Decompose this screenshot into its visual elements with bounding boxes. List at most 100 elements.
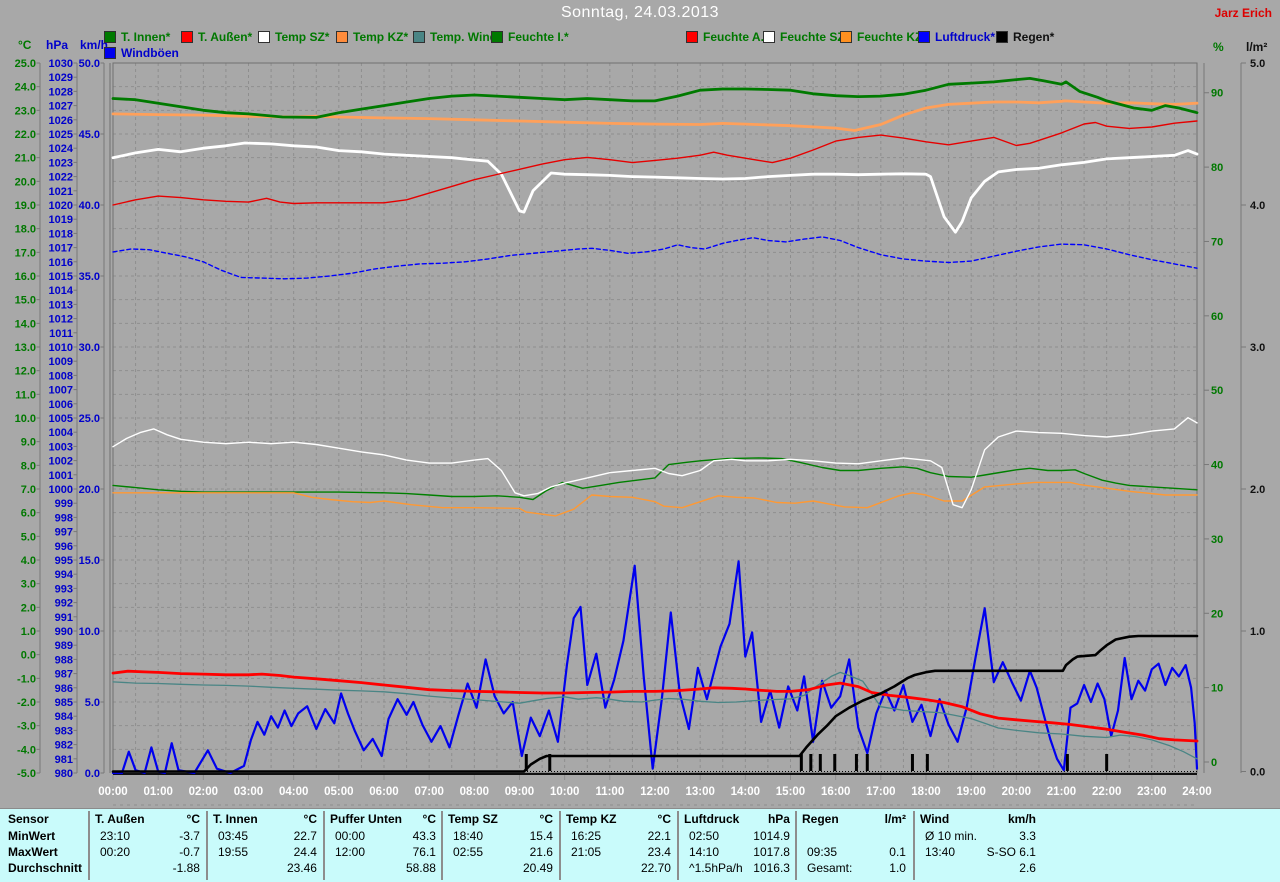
axis-header-pct: % — [1213, 40, 1224, 54]
svg-text:19.0: 19.0 — [15, 200, 36, 212]
svg-text:1012: 1012 — [49, 314, 73, 326]
svg-text:-3.0: -3.0 — [17, 721, 36, 733]
svg-text:18.0: 18.0 — [15, 224, 36, 236]
svg-text:20.0: 20.0 — [79, 484, 100, 496]
legend-swatch-icon — [763, 31, 775, 43]
svg-text:1007: 1007 — [49, 385, 73, 397]
svg-text:5.0: 5.0 — [85, 697, 100, 709]
axis-header-kmh: km/h — [80, 38, 109, 52]
svg-text:989: 989 — [55, 640, 73, 652]
svg-text:12:00: 12:00 — [640, 786, 669, 798]
svg-text:14.0: 14.0 — [15, 318, 36, 330]
svg-text:982: 982 — [55, 740, 73, 752]
svg-text:70: 70 — [1211, 236, 1223, 248]
svg-text:23.0: 23.0 — [15, 105, 36, 117]
svg-text:999: 999 — [55, 498, 73, 510]
table-cell: -0.7 — [179, 845, 200, 859]
svg-text:990: 990 — [55, 626, 73, 638]
svg-text:998: 998 — [55, 512, 73, 524]
legend-swatch-icon — [104, 47, 116, 59]
table-cell: 19:55 — [218, 845, 249, 859]
svg-text:1027: 1027 — [49, 101, 73, 113]
svg-text:3.0: 3.0 — [21, 579, 36, 591]
legend-swatch-icon — [336, 31, 348, 43]
table-cell: 58.88 — [405, 861, 436, 875]
svg-text:1025: 1025 — [49, 129, 73, 141]
table-cell: °C — [657, 812, 671, 826]
table-cell: 22.70 — [640, 861, 671, 875]
svg-text:981: 981 — [55, 754, 73, 766]
svg-text:22.0: 22.0 — [15, 129, 36, 141]
svg-text:1006: 1006 — [49, 399, 73, 411]
svg-text:4.0: 4.0 — [1250, 200, 1265, 212]
svg-text:997: 997 — [55, 527, 73, 539]
table-cell: 23.46 — [286, 861, 317, 875]
svg-text:1030: 1030 — [49, 58, 73, 70]
legend-label: Temp. Wind* — [430, 30, 502, 44]
svg-text:-1.0: -1.0 — [17, 673, 36, 685]
table-cell: °C — [422, 812, 436, 826]
svg-text:10.0: 10.0 — [79, 626, 100, 638]
table-separator — [677, 811, 679, 880]
svg-text:1010: 1010 — [49, 342, 73, 354]
svg-text:0.0: 0.0 — [1250, 767, 1265, 779]
svg-text:1028: 1028 — [49, 86, 73, 98]
legend-swatch-icon — [491, 31, 503, 43]
table-cell: Temp SZ — [448, 812, 498, 826]
svg-text:1020: 1020 — [49, 200, 73, 212]
svg-text:-4.0: -4.0 — [17, 744, 36, 756]
axis-header-degc: °C — [18, 38, 32, 52]
svg-text:03:00: 03:00 — [234, 786, 263, 798]
svg-text:15.0: 15.0 — [15, 295, 36, 307]
series-t-innen — [111, 77, 1199, 119]
svg-text:1015: 1015 — [49, 271, 73, 283]
svg-text:01:00: 01:00 — [143, 786, 172, 798]
svg-text:04:00: 04:00 — [279, 786, 308, 798]
table-cell: Sensor — [8, 812, 49, 826]
table-cell: 43.3 — [412, 829, 436, 843]
svg-text:13.0: 13.0 — [15, 342, 36, 354]
svg-text:06:00: 06:00 — [369, 786, 398, 798]
svg-text:90: 90 — [1211, 88, 1223, 100]
table-cell: T. Außen — [95, 812, 145, 826]
table-cell: 18:40 — [453, 829, 484, 843]
svg-text:1008: 1008 — [49, 370, 73, 382]
svg-text:987: 987 — [55, 669, 73, 681]
svg-text:980: 980 — [55, 768, 73, 780]
legend-swatch-icon — [258, 31, 270, 43]
table-cell: 76.1 — [412, 845, 436, 859]
svg-text:1019: 1019 — [49, 214, 73, 226]
table-cell: °C — [539, 812, 553, 826]
table-cell: 09:35 — [807, 845, 838, 859]
legend-item-luftdruck-: Luftdruck* — [918, 30, 995, 44]
table-cell: hPa — [767, 812, 790, 826]
legend-swatch-icon — [996, 31, 1008, 43]
svg-text:11.0: 11.0 — [15, 389, 36, 401]
table-cell: MinWert — [8, 829, 56, 843]
svg-text:19:00: 19:00 — [956, 786, 985, 798]
table-cell: 22.7 — [293, 829, 317, 843]
svg-text:07:00: 07:00 — [414, 786, 443, 798]
legend: T. Innen* T. Außen* Temp SZ* Temp KZ* Temp. … — [0, 0, 1280, 60]
table-cell: 3.3 — [1019, 829, 1036, 843]
svg-text:8.0: 8.0 — [21, 460, 36, 472]
legend-swatch-icon — [686, 31, 698, 43]
svg-text:992: 992 — [55, 598, 73, 610]
svg-text:-5.0: -5.0 — [17, 768, 36, 780]
legend-item-windb-en: Windböen — [104, 46, 179, 60]
legend-label: Temp SZ* — [275, 30, 330, 44]
svg-text:40.0: 40.0 — [79, 200, 100, 212]
table-cell: 1017.8 — [753, 845, 790, 859]
svg-text:993: 993 — [55, 583, 73, 595]
weather-chart: 25.0 24.0 23.0 22.0 21.0 20.0 19.0 18.0 17.0 16.0… — [15, 58, 1265, 806]
table-cell: 16:25 — [571, 829, 602, 843]
svg-text:14:00: 14:00 — [731, 786, 760, 798]
svg-text:5.0: 5.0 — [21, 531, 36, 543]
table-cell: T. Innen — [213, 812, 258, 826]
svg-text:13:00: 13:00 — [685, 786, 714, 798]
table-cell: 21:05 — [571, 845, 602, 859]
svg-text:02:00: 02:00 — [189, 786, 218, 798]
svg-text:24:00: 24:00 — [1182, 786, 1211, 798]
legend-item-feuchte-a-: Feuchte A.* — [686, 30, 769, 44]
